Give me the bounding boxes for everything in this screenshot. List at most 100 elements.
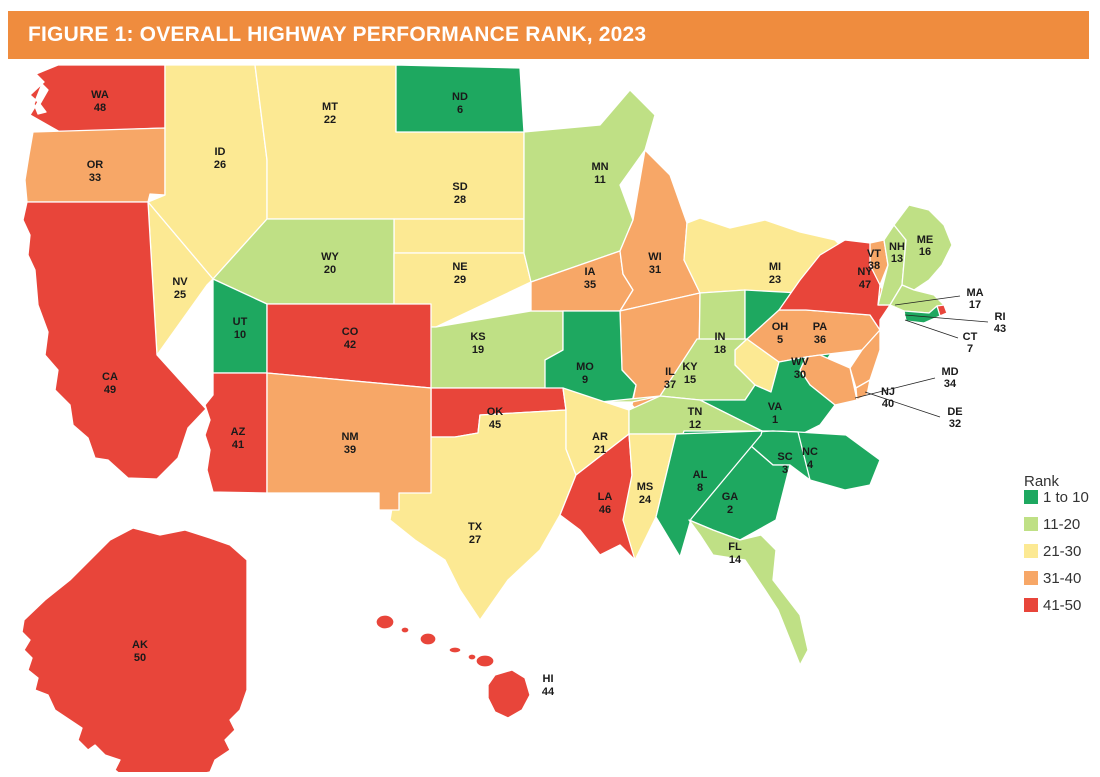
svg-text:3: 3 — [782, 464, 788, 476]
svg-text:CO: CO — [342, 326, 359, 338]
svg-text:43: 43 — [994, 323, 1006, 335]
svg-text:13: 13 — [891, 253, 903, 265]
svg-text:44: 44 — [542, 686, 555, 698]
svg-text:29: 29 — [454, 274, 466, 286]
svg-text:46: 46 — [599, 504, 611, 516]
svg-text:32: 32 — [949, 418, 961, 430]
svg-text:NE: NE — [452, 261, 467, 273]
svg-text:Rank: Rank — [1024, 473, 1060, 490]
svg-text:MO: MO — [576, 361, 594, 373]
svg-text:16: 16 — [919, 246, 931, 258]
svg-text:8: 8 — [697, 482, 703, 494]
svg-text:IL: IL — [665, 366, 675, 378]
svg-text:AL: AL — [693, 469, 708, 481]
svg-text:FL: FL — [728, 541, 742, 553]
svg-text:7: 7 — [967, 343, 973, 355]
svg-text:UT: UT — [233, 316, 248, 328]
svg-text:9: 9 — [582, 374, 588, 386]
svg-text:VA: VA — [768, 401, 783, 413]
svg-text:18: 18 — [714, 344, 726, 356]
svg-text:SC: SC — [777, 451, 792, 463]
svg-text:NH: NH — [889, 241, 905, 253]
svg-text:17: 17 — [969, 299, 981, 311]
svg-text:AK: AK — [132, 639, 148, 651]
svg-text:MD: MD — [941, 366, 958, 378]
svg-text:21-30: 21-30 — [1043, 543, 1081, 560]
svg-text:OR: OR — [87, 159, 104, 171]
svg-text:2: 2 — [727, 504, 733, 516]
svg-text:6: 6 — [457, 104, 463, 116]
svg-text:45: 45 — [489, 419, 501, 431]
svg-text:5: 5 — [777, 334, 783, 346]
svg-text:OH: OH — [772, 321, 789, 333]
svg-text:NV: NV — [172, 276, 188, 288]
svg-text:ID: ID — [215, 146, 226, 158]
svg-text:36: 36 — [814, 334, 826, 346]
svg-text:41: 41 — [232, 439, 244, 451]
svg-text:NM: NM — [341, 431, 358, 443]
svg-text:11: 11 — [594, 174, 606, 186]
svg-text:AR: AR — [592, 431, 608, 443]
svg-text:21: 21 — [594, 444, 606, 456]
svg-text:10: 10 — [234, 329, 246, 341]
svg-text:39: 39 — [344, 444, 356, 456]
svg-text:31: 31 — [649, 264, 661, 276]
svg-text:CT: CT — [963, 331, 978, 343]
svg-text:23: 23 — [769, 274, 781, 286]
svg-text:22: 22 — [324, 114, 336, 126]
svg-text:MA: MA — [966, 287, 983, 299]
svg-text:19: 19 — [472, 344, 484, 356]
svg-text:11-20: 11-20 — [1043, 516, 1080, 533]
svg-text:DE: DE — [947, 406, 962, 418]
svg-text:41-50: 41-50 — [1043, 597, 1081, 614]
svg-text:27: 27 — [469, 534, 481, 546]
svg-text:TX: TX — [468, 521, 483, 533]
svg-text:40: 40 — [882, 398, 894, 410]
svg-text:38: 38 — [868, 260, 880, 272]
svg-text:KY: KY — [682, 361, 698, 373]
svg-text:28: 28 — [454, 194, 466, 206]
svg-text:49: 49 — [104, 384, 116, 396]
svg-text:AZ: AZ — [231, 426, 246, 438]
svg-text:KS: KS — [470, 331, 485, 343]
svg-text:4: 4 — [807, 459, 814, 471]
svg-text:ME: ME — [917, 234, 934, 246]
svg-text:WY: WY — [321, 251, 339, 263]
svg-text:HI: HI — [543, 673, 554, 685]
svg-text:30: 30 — [794, 369, 806, 381]
svg-text:MS: MS — [637, 481, 654, 493]
svg-text:34: 34 — [944, 378, 957, 390]
svg-text:NC: NC — [802, 446, 818, 458]
svg-text:VT: VT — [867, 248, 881, 260]
svg-text:SD: SD — [452, 181, 467, 193]
svg-text:26: 26 — [214, 159, 226, 171]
svg-text:WI: WI — [648, 251, 661, 263]
svg-text:1: 1 — [772, 414, 778, 426]
svg-text:PA: PA — [813, 321, 828, 333]
svg-text:MI: MI — [769, 261, 781, 273]
svg-text:GA: GA — [722, 491, 739, 503]
svg-text:48: 48 — [94, 102, 106, 114]
svg-text:12: 12 — [689, 419, 701, 431]
svg-text:IA: IA — [585, 266, 596, 278]
svg-text:OK: OK — [487, 406, 504, 418]
svg-text:33: 33 — [89, 172, 101, 184]
svg-text:42: 42 — [344, 339, 356, 351]
svg-text:WV: WV — [791, 356, 809, 368]
svg-text:TN: TN — [688, 406, 703, 418]
svg-text:WA: WA — [91, 89, 109, 101]
svg-text:50: 50 — [134, 652, 146, 664]
svg-text:47: 47 — [859, 279, 871, 291]
svg-text:35: 35 — [584, 279, 596, 291]
svg-text:IN: IN — [715, 331, 726, 343]
svg-text:MN: MN — [591, 161, 608, 173]
svg-text:ND: ND — [452, 91, 468, 103]
svg-text:25: 25 — [174, 289, 186, 301]
svg-text:RI: RI — [995, 311, 1006, 323]
svg-text:15: 15 — [684, 374, 696, 386]
svg-text:24: 24 — [639, 494, 652, 506]
svg-text:31-40: 31-40 — [1043, 570, 1081, 587]
svg-text:NJ: NJ — [881, 386, 895, 398]
svg-text:MT: MT — [322, 101, 338, 113]
svg-text:14: 14 — [729, 554, 742, 566]
